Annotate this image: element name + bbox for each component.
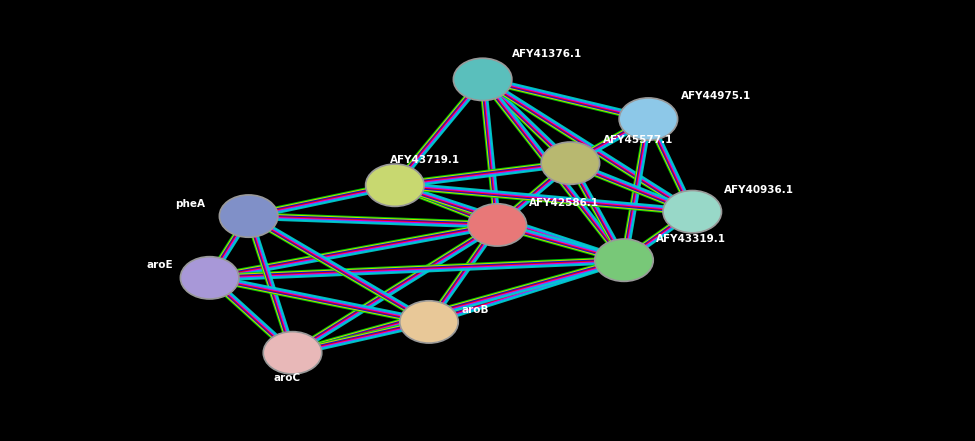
Ellipse shape (619, 98, 678, 140)
Text: AFY44975.1: AFY44975.1 (681, 91, 751, 101)
Text: aroE: aroE (146, 261, 173, 270)
Text: AFY42586.1: AFY42586.1 (529, 198, 600, 208)
Ellipse shape (400, 301, 458, 343)
Text: AFY45577.1: AFY45577.1 (603, 135, 673, 145)
Ellipse shape (663, 191, 722, 233)
Ellipse shape (219, 195, 278, 237)
Text: AFY43719.1: AFY43719.1 (390, 155, 460, 164)
Ellipse shape (595, 239, 653, 281)
Text: aroB: aroB (461, 305, 488, 314)
Ellipse shape (541, 142, 600, 184)
Ellipse shape (453, 58, 512, 101)
Text: AFY40936.1: AFY40936.1 (724, 185, 795, 194)
Ellipse shape (468, 204, 526, 246)
Ellipse shape (180, 257, 239, 299)
Text: aroC: aroC (273, 374, 300, 383)
Ellipse shape (366, 164, 424, 206)
Ellipse shape (263, 332, 322, 374)
Text: AFY41376.1: AFY41376.1 (512, 49, 582, 59)
Text: AFY43319.1: AFY43319.1 (656, 234, 726, 244)
Text: pheA: pheA (176, 199, 206, 209)
